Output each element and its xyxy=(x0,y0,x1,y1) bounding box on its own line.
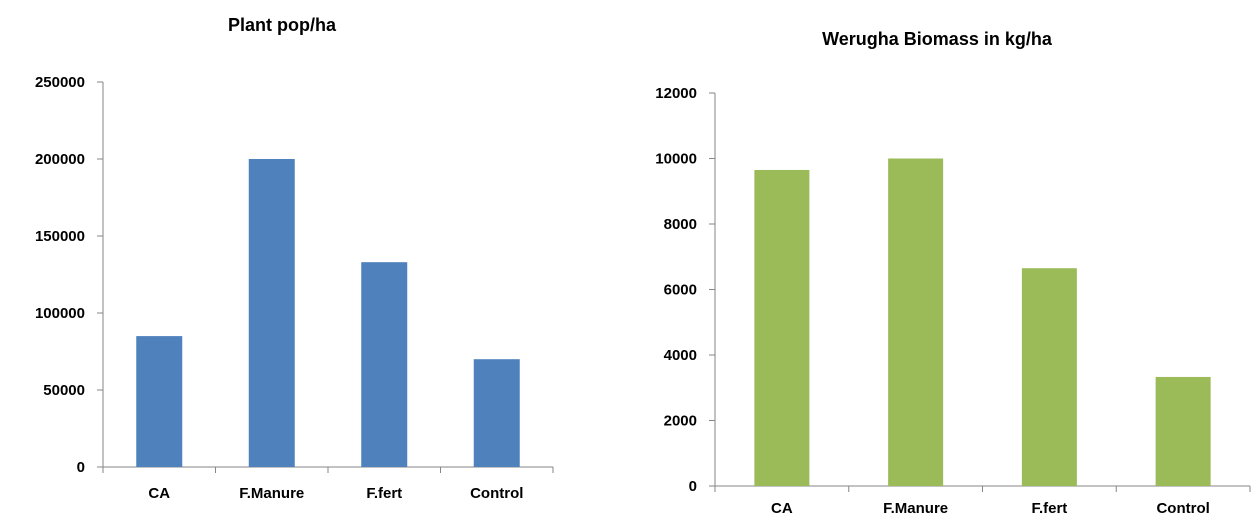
werugha-biomass-chart: Werugha Biomass in kg/ha 0 2000 4000 6000 80… xyxy=(655,29,1251,517)
x-category-label: Control xyxy=(1156,500,1209,517)
y-tick-label: 200000 xyxy=(35,151,85,168)
y-tick-label: 50000 xyxy=(43,382,85,399)
y-tick-label: 4000 xyxy=(664,347,697,364)
plant-population-chart: Plant pop/ha 0 50000 100000 150000 200000 250… xyxy=(35,15,554,502)
y-tick-label: 2000 xyxy=(664,413,697,430)
y-tick-label: 6000 xyxy=(664,282,697,299)
y-tick-label: 10000 xyxy=(655,151,697,168)
y-tick-label: 150000 xyxy=(35,228,85,245)
bar-f-manure xyxy=(248,159,295,467)
bar-ca xyxy=(136,336,183,467)
y-tick-label: 100000 xyxy=(35,305,85,322)
chart-title: Plant pop/ha xyxy=(228,15,337,35)
bar-f-manure xyxy=(888,158,944,486)
x-category-label: CA xyxy=(148,485,170,502)
y-tick-label: 8000 xyxy=(664,216,697,233)
x-category-label: F.fert xyxy=(1031,500,1067,517)
y-tick-label: 0 xyxy=(77,459,85,476)
x-category-label: CA xyxy=(771,500,793,517)
x-category-label: F.Manure xyxy=(883,500,948,517)
bar-control xyxy=(473,359,520,467)
y-tick-label: 0 xyxy=(689,478,697,495)
x-category-label: F.Manure xyxy=(239,485,304,502)
bar-ca xyxy=(754,169,810,486)
bar-control xyxy=(1155,376,1211,486)
chart-title: Werugha Biomass in kg/ha xyxy=(822,29,1053,49)
x-category-label: Control xyxy=(470,485,523,502)
y-tick-label: 250000 xyxy=(35,74,85,91)
x-category-label: F.fert xyxy=(366,485,402,502)
bar-f-fert xyxy=(361,262,408,467)
bar-f-fert xyxy=(1021,268,1077,486)
y-tick-label: 12000 xyxy=(655,85,697,102)
